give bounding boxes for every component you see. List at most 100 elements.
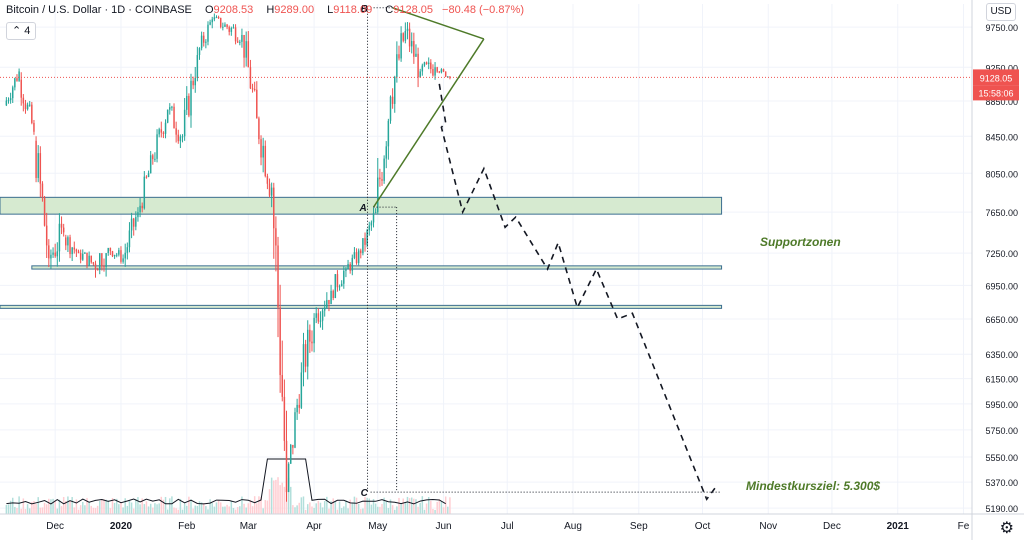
candle-body (173, 106, 175, 129)
candle-body (205, 41, 207, 43)
volume-bar (213, 506, 216, 514)
currency-button[interactable]: USD (986, 3, 1016, 21)
volume-bar (328, 508, 330, 514)
volume-bar (82, 501, 84, 514)
low-value: 9118.09 (333, 4, 373, 16)
volume-bar (18, 496, 20, 514)
volume-bar (166, 509, 169, 514)
point-c-label: C (361, 488, 369, 499)
volume-bar (251, 506, 254, 514)
volume-bar (353, 496, 356, 514)
volume-bar (290, 486, 292, 514)
volume-bar (423, 509, 426, 514)
candle-body (243, 34, 245, 58)
volume-bar (287, 477, 290, 514)
volume-bar (294, 507, 296, 514)
volume-bar (340, 508, 343, 514)
volume-bar (236, 507, 239, 514)
volume-bar (438, 499, 441, 514)
candle-body (300, 372, 303, 408)
volume-bar (31, 501, 33, 514)
candle-body (79, 253, 82, 260)
candle-body (368, 225, 371, 231)
volume-bar (202, 503, 205, 514)
candle-body (313, 317, 315, 344)
countdown-badge (973, 85, 1019, 101)
candle-body (143, 176, 146, 209)
candle-body (410, 41, 413, 47)
interval-label[interactable]: 1D (111, 4, 126, 16)
candle-body (213, 17, 216, 20)
candle-body (94, 263, 97, 270)
volume-bar (69, 500, 71, 514)
volume-bar (217, 500, 220, 514)
volume-bar (154, 503, 156, 514)
volume-bar (128, 500, 131, 514)
candle-body (58, 223, 61, 252)
indicator-toggle[interactable]: ⌃ 4 (6, 22, 37, 40)
candle-body (442, 69, 445, 72)
candle-body (192, 80, 194, 86)
volume-bar (50, 499, 52, 514)
volume-bar (181, 509, 184, 514)
candle-body (413, 41, 415, 57)
chevron-up-icon: ⌃ (12, 25, 22, 37)
candle-body (158, 129, 160, 135)
candle-body (270, 187, 273, 196)
candle-body (101, 253, 103, 267)
volume-bar (14, 506, 16, 514)
volume-bar (152, 507, 154, 514)
volume-bar (387, 508, 390, 514)
candle-body (26, 104, 29, 110)
candle-body (432, 68, 434, 76)
support-zone (0, 304, 723, 309)
time-tick-label: Apr (306, 521, 322, 532)
volume-bar (145, 501, 148, 514)
candle-body (28, 104, 31, 106)
volume-bar (33, 501, 35, 514)
candle-body (290, 444, 292, 464)
volume-bar (198, 501, 201, 514)
volume-bar (436, 501, 438, 514)
candle-body (279, 307, 281, 376)
candle-body (71, 247, 73, 255)
volume-bar (28, 508, 31, 514)
price-tick-label: 5550.00 (985, 453, 1018, 463)
time-tick-label: Mar (240, 521, 258, 532)
volume-bar (103, 499, 105, 514)
candle-body (135, 217, 137, 227)
volume-bar (326, 496, 328, 514)
volume-bar (239, 506, 241, 514)
volume-bar (281, 482, 284, 514)
candle-body (122, 258, 124, 262)
candle-body (35, 140, 37, 178)
volume-bar (173, 507, 175, 514)
candle-body (374, 212, 377, 214)
candle-body (336, 274, 339, 288)
volume-bar (323, 500, 326, 514)
volume-bar (48, 498, 50, 514)
volume-bar (88, 502, 90, 514)
volume-bar (90, 505, 93, 514)
candle-body (141, 205, 143, 209)
volume-bar (228, 506, 230, 514)
gear-icon[interactable]: ⚙ (999, 520, 1014, 537)
candle-body (404, 31, 407, 41)
header-separator-1: · (104, 4, 112, 16)
candle-body (304, 344, 307, 367)
volume-bar (383, 497, 385, 514)
volume-bar (188, 496, 190, 514)
symbol-title[interactable]: Bitcoin / U.S. Dollar (6, 4, 102, 16)
close-label: C (385, 4, 394, 16)
candle-body (362, 238, 364, 254)
candle-body (268, 183, 271, 196)
price-tick-label: 5750.00 (985, 426, 1018, 436)
volume-bar (62, 496, 65, 514)
volume-bar (425, 503, 428, 514)
candle-body (400, 33, 402, 59)
volume-bar (368, 498, 371, 514)
candle-body (228, 27, 230, 32)
candle-body (309, 329, 311, 342)
time-tick-label: Sep (630, 521, 648, 532)
